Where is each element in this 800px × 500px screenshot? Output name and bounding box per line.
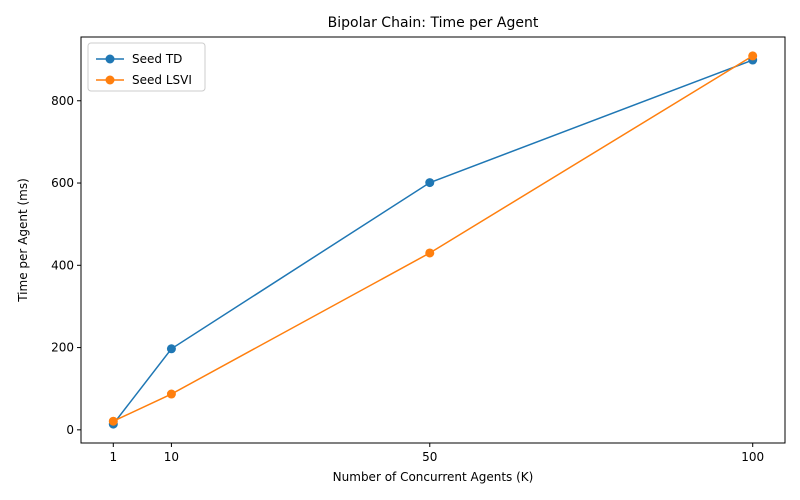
y-axis-title: Time per Agent (ms): [16, 178, 30, 303]
x-tick-label: 100: [741, 450, 764, 464]
series-layer: [108, 51, 758, 429]
data-point-seed-lsvi: [166, 389, 176, 399]
plot-frame: [80, 36, 786, 444]
data-point-seed-lsvi: [748, 51, 758, 61]
legend-label-seed-lsvi: Seed LSVI: [132, 73, 192, 87]
y-tick-label: 400: [51, 258, 74, 272]
x-axis-title: Number of Concurrent Agents (K): [333, 470, 534, 484]
y-tick-label: 800: [51, 94, 74, 108]
legend-marker-seed-lsvi: [105, 75, 115, 85]
data-point-seed-td: [166, 344, 176, 354]
legend-label-seed-td: Seed TD: [132, 52, 182, 66]
y-tick-label: 200: [51, 341, 74, 355]
x-tick-label: 50: [422, 450, 437, 464]
data-point-seed-lsvi: [425, 248, 435, 258]
x-tick-label: 10: [164, 450, 179, 464]
y-tick-label: 600: [51, 176, 74, 190]
chart-title: Bipolar Chain: Time per Agent: [328, 15, 539, 31]
legend-box: [87, 42, 206, 92]
series-line-seed-td: [112, 59, 753, 425]
series-line-seed-lsvi: [112, 55, 754, 422]
data-point-seed-lsvi: [108, 416, 118, 426]
legend-marker-seed-td: [105, 54, 115, 64]
data-point-seed-td: [425, 178, 435, 188]
legend: Seed TD Seed LSVI: [87, 42, 206, 92]
x-tick-label: 1: [109, 450, 117, 464]
y-tick-label: 0: [66, 423, 74, 437]
ticks-layer: 1 10 50 100 0 200 400 600 800: [51, 94, 764, 464]
